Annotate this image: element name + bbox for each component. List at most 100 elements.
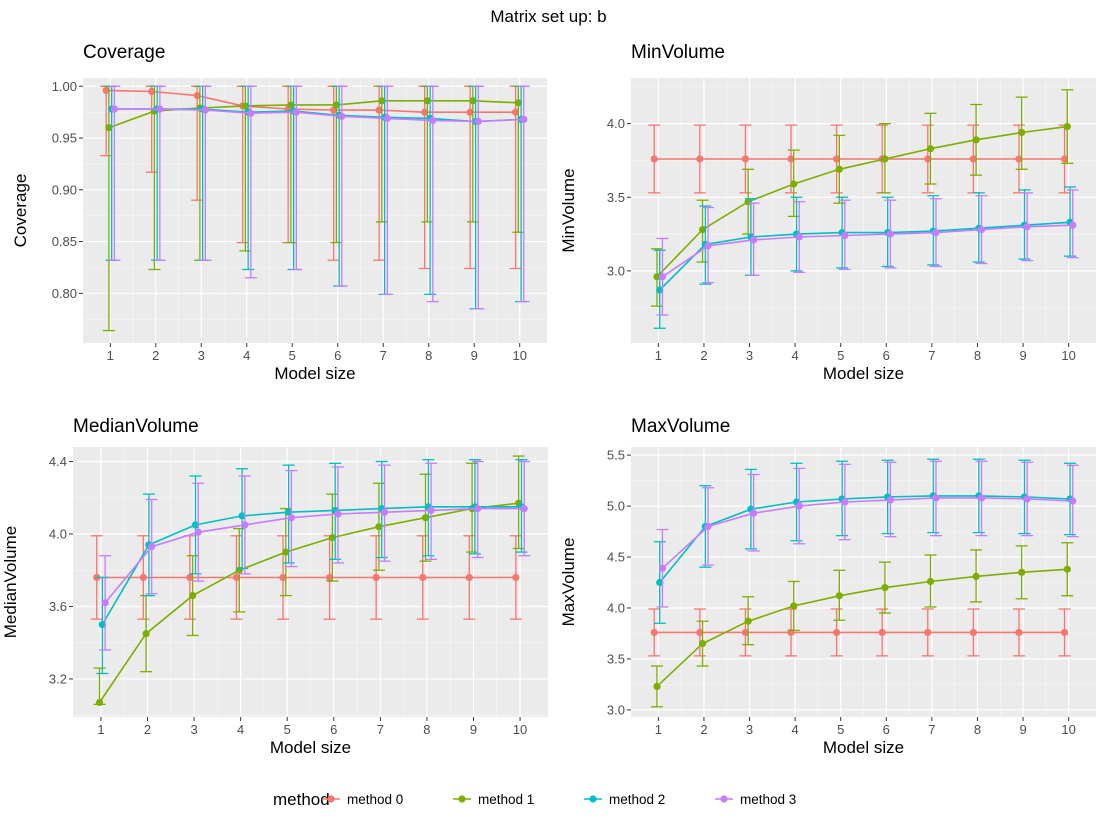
data-point: [423, 97, 431, 105]
y-tick-label: 0.80: [52, 286, 77, 301]
data-point: [372, 573, 380, 582]
panel-0: Coverage 1 2 3 4 5 6 7 8 9 10 Model size 0.80 0.85 0.9…: [11, 42, 547, 383]
x-tick-label: 9: [1019, 348, 1026, 363]
data-point: [750, 509, 758, 517]
data-point: [338, 112, 346, 120]
legend-key-point: [589, 795, 597, 803]
y-tick-label: 4.0: [607, 600, 625, 615]
x-tick-label: 3: [746, 722, 753, 737]
data-point: [972, 572, 980, 580]
error-bar: [199, 85, 212, 261]
data-point: [1015, 155, 1023, 163]
y-tick-label: 4.5: [607, 550, 625, 565]
data-point: [795, 233, 803, 241]
data-point: [189, 591, 197, 600]
series-line: [661, 497, 1073, 569]
panel-3: MaxVolume 1 2 3 4 5 6 7 8 9 10 Model size 3.0 3.5 4.0 4…: [559, 416, 1096, 757]
x-tick-label: 1: [655, 722, 662, 737]
x-tick-label: 2: [144, 722, 151, 737]
x-tick-label: 5: [289, 348, 296, 363]
legend-item: method 3: [715, 792, 796, 807]
x-tick-label: 2: [700, 722, 707, 737]
series-1: [650, 89, 1074, 307]
data-point: [427, 506, 435, 515]
x-tick-label: 5: [837, 722, 844, 737]
y-axis: 0.80 0.85 0.90 0.95 1.00 Coverage: [11, 79, 83, 301]
data-point: [474, 117, 482, 126]
data-point: [795, 502, 803, 510]
data-point: [156, 105, 164, 113]
x-tick-label: 3: [746, 348, 753, 363]
data-point: [886, 496, 894, 504]
panel-title: Coverage: [83, 42, 165, 63]
data-point: [512, 108, 520, 116]
data-point: [186, 573, 194, 582]
x-tick-label: 10: [1061, 348, 1075, 363]
data-point: [653, 273, 661, 281]
data-point: [419, 573, 427, 582]
data-point: [378, 97, 386, 105]
data-point: [924, 155, 932, 163]
x-tick-label: 10: [1061, 722, 1075, 737]
y-axis: 3.0 3.5 4.0 MinVolume: [559, 116, 631, 278]
legend-label: method 1: [478, 792, 534, 807]
x-tick-label: 1: [107, 348, 114, 363]
series-line: [659, 495, 1071, 584]
data-point: [698, 226, 707, 234]
data-point: [287, 101, 295, 109]
y-tick-label: 3.5: [607, 190, 625, 205]
data-point: [469, 97, 477, 105]
data-point: [98, 620, 106, 629]
x-tick-label: 4: [243, 348, 250, 363]
data-point: [520, 505, 528, 513]
data-point: [696, 155, 704, 163]
data-point: [139, 573, 147, 582]
data-point: [375, 523, 383, 531]
x-tick-label: 6: [334, 348, 341, 363]
x-tick-label: 4: [792, 722, 799, 737]
series-2: [653, 458, 1077, 624]
data-point: [512, 573, 520, 582]
y-tick-label: 3.0: [607, 702, 625, 717]
data-point: [790, 602, 798, 610]
data-point: [787, 155, 795, 163]
data-point: [241, 102, 249, 110]
data-point: [383, 114, 391, 122]
data-point: [429, 116, 437, 125]
y-axis-label: MinVolume: [559, 168, 578, 252]
y-axis-label: Coverage: [11, 174, 30, 248]
series-line: [659, 221, 1071, 291]
legend-title: method: [273, 790, 330, 809]
y-tick-label: 4.0: [49, 526, 67, 541]
data-point: [969, 628, 977, 637]
x-tick-label: 5: [837, 348, 844, 363]
y-axis-label: MedianVolume: [1, 526, 20, 638]
data-point: [653, 682, 661, 691]
y-tick-label: 5.0: [607, 499, 625, 514]
data-point: [102, 86, 110, 95]
series-1: [650, 542, 1074, 708]
y-tick-label: 3.2: [49, 671, 67, 686]
data-point: [328, 534, 336, 542]
series-line: [656, 125, 1068, 278]
legend-label: method 0: [347, 792, 403, 807]
data-point: [1023, 495, 1031, 503]
data-point: [142, 630, 150, 638]
x-tick-label: 7: [377, 722, 384, 737]
data-point: [292, 108, 300, 116]
legend-label: method 2: [609, 792, 665, 807]
data-point: [790, 180, 798, 188]
data-point: [287, 514, 296, 522]
x-tick-label: 9: [471, 348, 478, 363]
series-3: [656, 460, 1079, 608]
data-point: [704, 522, 712, 531]
x-tick-label: 9: [470, 722, 477, 737]
data-point: [924, 628, 932, 637]
y-axis: 3.2 3.6 4.0 4.4 MedianVolume: [1, 454, 73, 686]
data-point: [247, 109, 255, 117]
x-tick-label: 8: [423, 722, 430, 737]
x-tick-label: 6: [330, 722, 337, 737]
data-point: [282, 548, 290, 556]
data-point: [750, 236, 758, 244]
